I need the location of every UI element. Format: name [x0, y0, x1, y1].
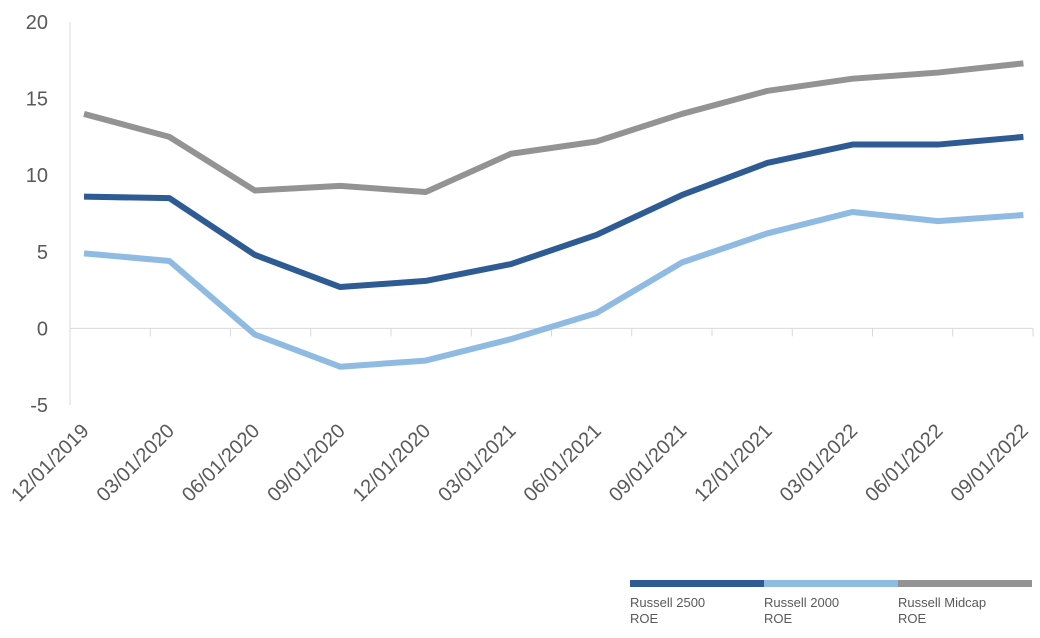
x-tick-label: 09/01/2022: [947, 420, 1033, 506]
legend-swatch-russell-2500: [630, 580, 764, 587]
x-axis-tick-labels: 12/01/2019 03/01/2020 06/01/2020 09/01/2020…: [7, 420, 1033, 506]
legend-label-russell-2500: Russell 2500 ROE: [630, 595, 706, 626]
legend-label-russell-2000: Russell 2000 ROE: [764, 595, 840, 626]
legend-label-russell-midcap: Russell Midcap ROE: [898, 595, 987, 626]
x-tick-label: 12/01/2019: [7, 420, 93, 506]
y-tick-label: -5: [30, 395, 48, 417]
x-tick-label: 03/01/2021: [434, 420, 520, 506]
legend: Russell 2500 ROE Russell 2000 ROE Russel…: [630, 580, 1034, 630]
x-tick-label: 06/01/2022: [861, 420, 947, 506]
legend-item-russell-2000: Russell 2000 ROE: [764, 580, 898, 627]
legend-swatch-russell-midcap: [898, 580, 1032, 587]
x-tick-label: 09/01/2020: [263, 420, 349, 506]
x-tick-label: 03/01/2022: [776, 420, 862, 506]
legend-item-russell-2500: Russell 2500 ROE: [630, 580, 764, 627]
x-axis-tick-marks: [69, 328, 1034, 337]
series-lines: [83, 60, 1024, 370]
x-tick-label: 06/01/2021: [520, 420, 606, 506]
y-tick-label: 15: [26, 89, 48, 111]
y-axis-tick-labels: 20 15 10 5 0 -5: [26, 12, 48, 417]
x-tick-label: 03/01/2020: [93, 420, 179, 506]
series-line-russell-midcap-roe: [83, 60, 1024, 196]
legend-item-russell-midcap: Russell Midcap ROE: [898, 580, 1032, 627]
x-tick-label: 06/01/2020: [178, 420, 264, 506]
series-line-russell-2000-roe: [83, 208, 1024, 370]
x-tick-label: 12/01/2021: [690, 420, 776, 506]
series-line-russell-2500-roe: [83, 133, 1024, 291]
y-tick-label: 10: [26, 165, 48, 187]
y-tick-label: 0: [37, 318, 48, 340]
legend-swatch-russell-2000: [764, 580, 898, 587]
y-tick-label: 20: [26, 12, 48, 34]
y-tick-label: 5: [37, 242, 48, 264]
x-tick-label: 09/01/2021: [605, 420, 691, 506]
x-tick-label: 12/01/2020: [349, 420, 435, 506]
